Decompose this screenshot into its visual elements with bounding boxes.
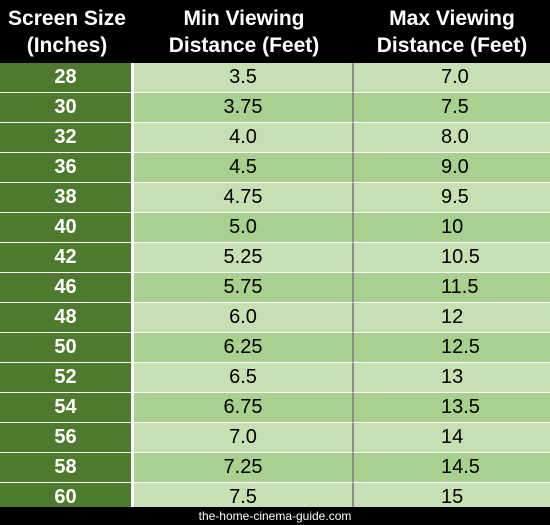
table-row: 46 5.75 11.5 <box>0 273 550 303</box>
min-distance-cell: 3.5 <box>134 63 354 93</box>
max-distance-cell: 9.0 <box>354 153 550 183</box>
min-distance-cell: 5.25 <box>134 243 354 273</box>
max-distance-cell: 10 <box>354 213 550 243</box>
min-distance-cell: 5.75 <box>134 273 354 303</box>
min-distance-cell: 3.75 <box>134 93 354 123</box>
max-distance-cell: 8.0 <box>354 123 550 153</box>
min-distance-cell: 4.0 <box>134 123 354 153</box>
table-row: 28 3.5 7.0 <box>0 63 550 93</box>
screen-size-cell: 30 <box>0 93 134 123</box>
table-body: 28 3.5 7.0 30 3.75 7.5 32 4.0 8.0 36 4.5 9.0 38 4.75 9… <box>0 63 550 513</box>
header-screen-size: Screen Size (Inches) <box>0 0 134 63</box>
table-row: 48 6.0 12 <box>0 303 550 333</box>
screen-size-cell: 50 <box>0 333 134 363</box>
header-min-distance-line1: Min Viewing <box>183 6 305 30</box>
header-max-distance: Max Viewing Distance (Feet) <box>354 0 550 63</box>
min-distance-cell: 6.25 <box>134 333 354 363</box>
max-distance-cell: 14 <box>354 423 550 453</box>
table-row: 38 4.75 9.5 <box>0 183 550 213</box>
table-row: 42 5.25 10.5 <box>0 243 550 273</box>
min-distance-cell: 5.0 <box>134 213 354 243</box>
min-distance-cell: 7.0 <box>134 423 354 453</box>
table-row: 52 6.5 13 <box>0 363 550 393</box>
table-row: 58 7.25 14.5 <box>0 453 550 483</box>
screen-size-cell: 56 <box>0 423 134 453</box>
header-row: Screen Size (Inches) Min Viewing Distanc… <box>0 0 550 63</box>
viewing-distance-table: Screen Size (Inches) Min Viewing Distanc… <box>0 0 550 513</box>
min-distance-cell: 4.5 <box>134 153 354 183</box>
header-min-distance: Min Viewing Distance (Feet) <box>134 0 354 63</box>
screen-size-cell: 32 <box>0 123 134 153</box>
table-row: 32 4.0 8.0 <box>0 123 550 153</box>
table-row: 50 6.25 12.5 <box>0 333 550 363</box>
max-distance-cell: 12.5 <box>354 333 550 363</box>
table-row: 36 4.5 9.0 <box>0 153 550 183</box>
max-distance-cell: 7.5 <box>354 93 550 123</box>
max-distance-cell: 9.5 <box>354 183 550 213</box>
max-distance-cell: 11.5 <box>354 273 550 303</box>
screen-size-cell: 28 <box>0 63 134 93</box>
screen-size-cell: 38 <box>0 183 134 213</box>
max-distance-cell: 12 <box>354 303 550 333</box>
screen-size-cell: 48 <box>0 303 134 333</box>
header-screen-size-line2: (Inches) <box>26 33 108 57</box>
max-distance-cell: 14.5 <box>354 453 550 483</box>
max-distance-cell: 10.5 <box>354 243 550 273</box>
min-distance-cell: 6.75 <box>134 393 354 423</box>
screen-size-cell: 36 <box>0 153 134 183</box>
table-row: 30 3.75 7.5 <box>0 93 550 123</box>
min-distance-cell: 6.5 <box>134 363 354 393</box>
header-max-distance-line2: Distance (Feet) <box>376 33 528 57</box>
min-distance-cell: 6.0 <box>134 303 354 333</box>
header-min-distance-line2: Distance (Feet) <box>168 33 320 57</box>
max-distance-cell: 7.0 <box>354 63 550 93</box>
table-header: Screen Size (Inches) Min Viewing Distanc… <box>0 0 550 63</box>
max-distance-cell: 13 <box>354 363 550 393</box>
screen-size-cell: 42 <box>0 243 134 273</box>
footer-site-name: the-home-cinema-guide.com <box>0 507 550 525</box>
screen-size-cell: 54 <box>0 393 134 423</box>
screen-size-cell: 40 <box>0 213 134 243</box>
header-max-distance-line1: Max Viewing <box>389 6 515 30</box>
table-row: 54 6.75 13.5 <box>0 393 550 423</box>
screen-size-cell: 52 <box>0 363 134 393</box>
max-distance-cell: 13.5 <box>354 393 550 423</box>
screen-size-cell: 46 <box>0 273 134 303</box>
min-distance-cell: 4.75 <box>134 183 354 213</box>
screen-size-cell: 58 <box>0 453 134 483</box>
min-distance-cell: 7.25 <box>134 453 354 483</box>
table-row: 40 5.0 10 <box>0 213 550 243</box>
header-screen-size-line1: Screen Size <box>8 6 126 30</box>
table-row: 56 7.0 14 <box>0 423 550 453</box>
